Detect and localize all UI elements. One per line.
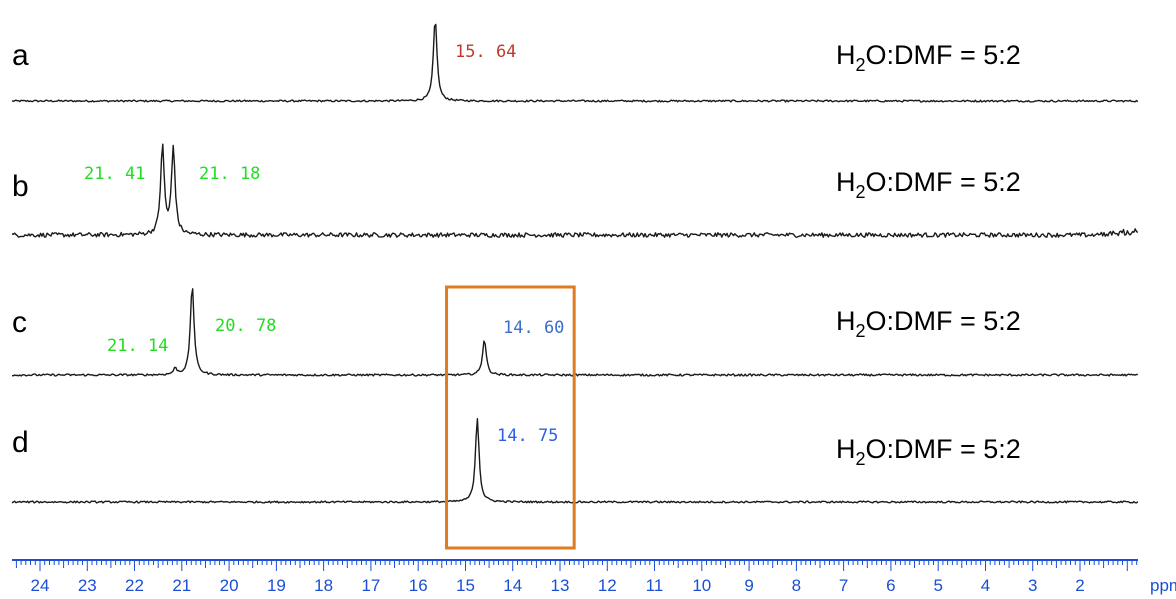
axis-tick-label: 8	[792, 576, 801, 595]
spectrum-panel-c: c 21. 14 20. 78 14. 60 H2O:DMF = 5:2	[11, 288, 1138, 377]
solvent-condition-a: H2O:DMF = 5:2	[836, 40, 1021, 75]
axis-tick-label: 4	[981, 576, 990, 595]
axis-tick-label: 11	[646, 576, 664, 595]
axis-tick-label: 23	[78, 576, 97, 595]
spectrum-trace-a	[11, 23, 1139, 103]
axis-tick-label: 24	[31, 576, 50, 595]
axis-tick-label: 3	[1028, 576, 1037, 595]
panel-letter-b: b	[12, 170, 29, 203]
solvent-condition-c: H2O:DMF = 5:2	[836, 306, 1021, 341]
axis-tick-label: 6	[886, 576, 895, 595]
peak-label: 15. 64	[455, 42, 516, 62]
axis-tick-label: 16	[409, 576, 428, 595]
axis-tick-label: 7	[839, 576, 848, 595]
axis-tick-label: 21	[172, 576, 191, 595]
panel-letter-d: d	[12, 426, 29, 459]
spectrum-panel-a: a 15. 64 H2O:DMF = 5:2	[11, 23, 1139, 103]
axis-tick-label: 14	[503, 576, 522, 595]
spectrum-trace-b	[11, 143, 1139, 238]
panel-letter-a: a	[12, 39, 29, 72]
axis-tick-labels: 24 23 22 21 20 19 18 17 16 15 14 13 12 11 10 9 8 7 6 5 4 3 2	[31, 576, 1085, 595]
peak-label: 21. 14	[107, 336, 168, 356]
peak-label: 20. 78	[215, 316, 276, 336]
axis-tick-label: 5	[933, 576, 942, 595]
peak-label: 14. 75	[497, 426, 558, 446]
peak-label: 14. 60	[503, 318, 564, 338]
axis-unit-label: ppm	[1150, 576, 1176, 595]
ppm-axis: 24 23 22 21 20 19 18 17 16 15 14 13 12 11 10 9 8 7 6 5 4 3 2 p…	[12, 559, 1176, 595]
axis-tick-label: 18	[314, 576, 333, 595]
peak-label: 21. 41	[84, 164, 145, 184]
axis-tick-label: 10	[692, 576, 711, 595]
axis-tick-label: 2	[1075, 576, 1084, 595]
axis-tick-label: 22	[125, 576, 144, 595]
highlight-box	[445, 285, 576, 550]
axis-tick-label: 9	[744, 576, 753, 595]
axis-tick-label: 13	[551, 576, 570, 595]
spectrum-panel-d: d 14. 75 H2O:DMF = 5:2	[11, 418, 1139, 504]
solvent-condition-b: H2O:DMF = 5:2	[836, 167, 1021, 202]
axis-tick-label: 15	[456, 576, 475, 595]
axis-tick-label: 19	[267, 576, 286, 595]
spectrum-panel-b: b 21. 41 21. 18 H2O:DMF = 5:2	[11, 143, 1139, 238]
solvent-condition-d: H2O:DMF = 5:2	[836, 434, 1021, 469]
panel-letter-c: c	[12, 306, 27, 339]
axis-tick-label: 12	[598, 576, 617, 595]
axis-minor-ticks	[15, 560, 1138, 571]
axis-tick-label: 17	[361, 576, 380, 595]
axis-tick-label: 20	[220, 576, 239, 595]
peak-label: 21. 18	[199, 164, 260, 184]
